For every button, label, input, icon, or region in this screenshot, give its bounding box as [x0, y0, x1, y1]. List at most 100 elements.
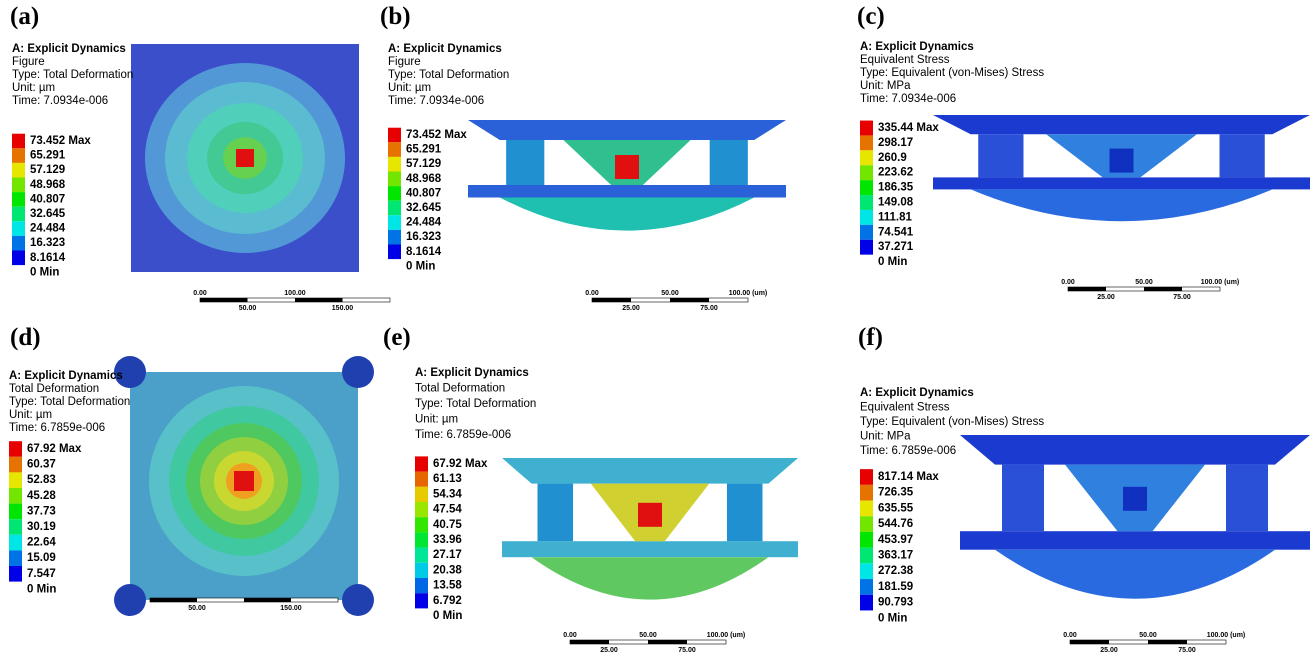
- scale-label: 50.00: [639, 632, 657, 639]
- scale-segment: [200, 298, 248, 302]
- header-line: Figure: [388, 56, 421, 68]
- legend-swatch: [12, 207, 25, 222]
- legend-label: 61.13: [433, 473, 462, 485]
- legend-label: 0 Min: [878, 612, 907, 624]
- legend-swatch: [388, 142, 401, 157]
- scale-label: 150.00: [332, 305, 354, 312]
- legend-label: 635.55: [878, 502, 914, 514]
- header-line: Type: Total Deformation: [12, 69, 133, 81]
- scale-label: 75.00: [700, 305, 718, 312]
- legend-swatch: [388, 157, 401, 172]
- legend-swatch: [9, 472, 22, 488]
- pillar: [1220, 134, 1265, 177]
- header-line: Equivalent Stress: [860, 402, 950, 414]
- legend-label: 24.484: [30, 223, 66, 235]
- legend-swatch: [415, 578, 428, 593]
- panel-label: (c): [857, 3, 885, 30]
- legend-swatch: [860, 563, 873, 579]
- legend-label: 7.547: [27, 568, 56, 580]
- scale-label: 0.00: [1063, 632, 1077, 639]
- header-line: Time: 7.0934e-006: [860, 93, 956, 105]
- legend-label: 73.452 Max: [406, 129, 467, 141]
- legend-swatch: [860, 121, 873, 136]
- scale-label: 100.00: [284, 290, 306, 297]
- scale-label: 75.00: [1173, 294, 1191, 301]
- legend-label: 298.17: [878, 137, 913, 149]
- legend-label: 47.54: [433, 504, 462, 516]
- bowl: [532, 557, 769, 599]
- legend-label: 0 Min: [27, 583, 56, 595]
- legend-swatch: [415, 502, 428, 517]
- load-block: [638, 503, 662, 527]
- header-line: Time: 6.7859e-006: [860, 445, 956, 457]
- legend-label: 45.28: [27, 490, 56, 502]
- legend-label: 65.291: [406, 144, 442, 156]
- scale-label: 50.00: [661, 290, 679, 297]
- scale-segment: [592, 298, 631, 302]
- scale-label: 25.00: [622, 305, 640, 312]
- scale-segment: [1070, 640, 1109, 644]
- scale-segment: [1148, 640, 1187, 644]
- legend-label: 111.81: [878, 211, 913, 223]
- scale-label: 0.00: [193, 290, 207, 297]
- legend-label: 57.129: [406, 158, 441, 170]
- load-block: [234, 471, 254, 491]
- top-plate: [933, 115, 1310, 134]
- legend-label: 16.323: [30, 237, 65, 249]
- legend-swatch: [415, 472, 428, 487]
- base-bar: [933, 177, 1310, 189]
- legend-label: 260.9: [878, 152, 907, 164]
- scale-label: 0.00: [1061, 279, 1075, 286]
- header-line: Type: Equivalent (von-Mises) Stress: [860, 416, 1044, 428]
- legend-swatch: [860, 579, 873, 595]
- header-line: A: Explicit Dynamics: [415, 367, 529, 379]
- legend-swatch: [12, 148, 25, 163]
- header-line: Unit: MPa: [860, 431, 911, 443]
- scale-segment: [670, 298, 709, 302]
- legend-swatch: [415, 548, 428, 563]
- header-line: A: Explicit Dynamics: [860, 387, 974, 399]
- scale-segment: [1144, 287, 1182, 291]
- scale-label: 100.00 (um): [707, 632, 746, 639]
- panel: (e)A: Explicit DynamicsTotal Deformation…: [383, 324, 798, 654]
- legend-label: 73.452 Max: [30, 135, 91, 147]
- legend-swatch: [860, 469, 873, 485]
- legend-label: 67.92 Max: [433, 458, 488, 470]
- bowl: [500, 198, 754, 231]
- legend-label: 15.09: [27, 552, 56, 564]
- legend-swatch: [860, 240, 873, 255]
- header-line: A: Explicit Dynamics: [9, 370, 123, 382]
- legend-label: 74.541: [878, 226, 914, 238]
- legend-label: 13.58: [433, 580, 462, 592]
- panel-label: (e): [383, 324, 411, 351]
- header-line: Unit: µm: [9, 409, 52, 421]
- legend-swatch: [860, 195, 873, 210]
- header-line: Type: Total Deformation: [388, 69, 509, 81]
- scale-label: 50.00: [1135, 279, 1153, 286]
- scale-label: 50.00: [188, 605, 206, 612]
- legend-swatch: [9, 535, 22, 551]
- legend-label: 8.1614: [406, 246, 442, 258]
- legend-label: 726.35: [878, 487, 914, 499]
- legend-swatch: [860, 485, 873, 501]
- pillar: [1002, 465, 1044, 532]
- scale-label: 150.00: [280, 605, 302, 612]
- legend-swatch: [9, 457, 22, 473]
- header-line: A: Explicit Dynamics: [388, 43, 502, 55]
- legend-label: 0 Min: [433, 610, 462, 622]
- pillar: [538, 484, 574, 542]
- corner: [342, 584, 374, 616]
- legend-label: 90.793: [878, 597, 913, 609]
- legend-swatch: [12, 221, 25, 236]
- scale-label: 50.00: [1139, 632, 1157, 639]
- legend-swatch: [9, 441, 22, 457]
- header-line: A: Explicit Dynamics: [860, 41, 974, 53]
- legend-label: 453.97: [878, 534, 913, 546]
- legend-swatch: [9, 566, 22, 582]
- legend-swatch: [860, 225, 873, 240]
- panel-label: (a): [10, 3, 39, 30]
- figure: (a)A: Explicit DynamicsFigureType: Total…: [0, 0, 1316, 656]
- legend-label: 363.17: [878, 550, 913, 562]
- panel-label: (f): [858, 324, 883, 351]
